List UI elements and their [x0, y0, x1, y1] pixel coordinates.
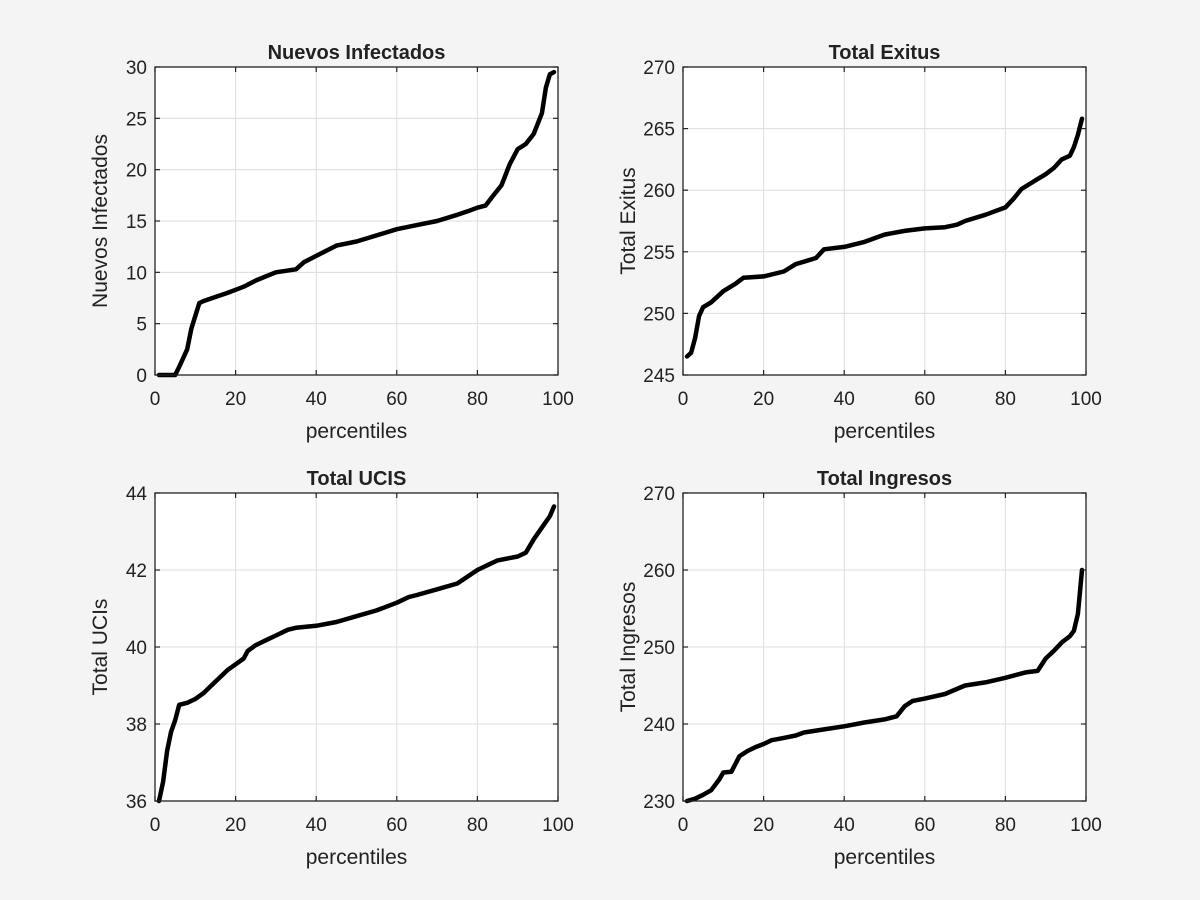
- y-tick-label: 260: [643, 561, 675, 582]
- data-line: [156, 69, 557, 378]
- x-tick-label: 40: [834, 389, 855, 410]
- y-tick-label: 265: [643, 120, 675, 141]
- chart-title: Total Ingresos: [817, 468, 952, 490]
- x-axis-label: percentiles: [834, 846, 936, 869]
- x-tick-label: 20: [753, 815, 774, 836]
- y-tick-label: 255: [643, 243, 675, 264]
- data-line: [684, 116, 1085, 359]
- x-axis-label: percentiles: [306, 420, 408, 443]
- y-axis-label: Nuevos Infectados: [89, 134, 112, 308]
- x-tick-label: 20: [225, 815, 246, 836]
- x-tick-label: 0: [150, 815, 161, 836]
- x-tick-label: 100: [542, 815, 574, 836]
- y-axis-label: Total UCIs: [89, 599, 112, 696]
- x-axis-label: percentiles: [306, 846, 408, 869]
- x-tick-label: 100: [1070, 389, 1102, 410]
- x-tick-label: 0: [150, 389, 161, 410]
- data-line: [684, 567, 1085, 804]
- x-tick-label: 20: [225, 389, 246, 410]
- x-tick-label: 40: [306, 389, 327, 410]
- x-axis-label: percentiles: [834, 420, 936, 443]
- x-tick-label: 60: [386, 815, 407, 836]
- y-tick-label: 5: [136, 315, 147, 336]
- data-line: [156, 504, 557, 804]
- chart-title: Total Exitus: [829, 42, 941, 64]
- y-tick-label: 0: [136, 366, 147, 387]
- x-tick-label: 20: [753, 389, 774, 410]
- y-tick-label: 260: [643, 181, 675, 202]
- total-ucis-plot: Total UCIS percentiles Total UCIs 0 20 40 6…: [89, 468, 574, 869]
- y-tick-label: 250: [643, 638, 675, 659]
- y-tick-label: 38: [126, 715, 147, 736]
- x-tick-label: 100: [1070, 815, 1102, 836]
- plot-area: [683, 67, 1086, 375]
- y-tick-label: 20: [126, 161, 147, 182]
- y-tick-label: 15: [126, 212, 147, 233]
- y-tick-label: 240: [643, 715, 675, 736]
- x-tick-label: 40: [834, 815, 855, 836]
- x-tick-label: 80: [467, 815, 488, 836]
- x-tick-label: 80: [995, 815, 1016, 836]
- x-tick-label: 60: [914, 815, 935, 836]
- total-ingresos-plot: Total Ingresos percentiles Total Ingreso…: [617, 468, 1102, 869]
- x-tick-label: 0: [678, 389, 689, 410]
- y-tick-label: 270: [643, 58, 675, 79]
- x-tick-label: 80: [467, 389, 488, 410]
- x-tick-label: 40: [306, 815, 327, 836]
- x-tick-label: 60: [914, 389, 935, 410]
- x-tick-label: 100: [542, 389, 574, 410]
- y-tick-label: 230: [643, 792, 675, 813]
- y-tick-label: 25: [126, 109, 147, 130]
- y-tick-label: 36: [126, 792, 147, 813]
- x-tick-label: 80: [995, 389, 1016, 410]
- y-tick-label: 30: [126, 58, 147, 79]
- nuevos-infectados-plot: Nuevos Infectados percentiles Nuevos Inf…: [89, 42, 574, 443]
- x-tick-label: 0: [678, 815, 689, 836]
- x-tick-label: 60: [386, 389, 407, 410]
- y-tick-label: 40: [126, 638, 147, 659]
- y-tick-label: 10: [126, 263, 147, 284]
- y-axis-label: Total Exitus: [617, 167, 640, 274]
- y-tick-label: 44: [126, 484, 148, 505]
- y-tick-label: 245: [643, 366, 675, 387]
- y-tick-label: 42: [126, 561, 147, 582]
- y-tick-label: 250: [643, 304, 675, 325]
- axes-frame: [682, 66, 1087, 376]
- chart-title: Total UCIS: [307, 468, 407, 490]
- chart-title: Nuevos Infectados: [268, 42, 446, 64]
- y-axis-label: Total Ingresos: [617, 582, 640, 713]
- y-tick-label: 270: [643, 484, 675, 505]
